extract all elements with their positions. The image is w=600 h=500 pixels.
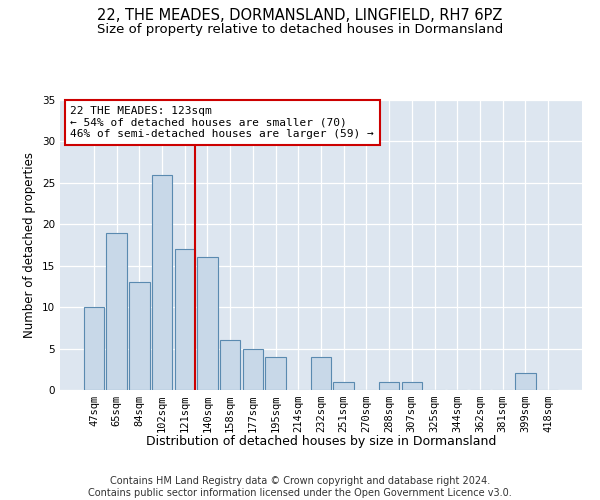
Bar: [515, 374, 536, 390]
Text: Size of property relative to detached houses in Dormansland: Size of property relative to detached ho…: [97, 22, 503, 36]
Bar: [84, 307, 104, 390]
Bar: [311, 357, 331, 390]
Bar: [265, 357, 286, 390]
Bar: [379, 382, 400, 390]
Text: Distribution of detached houses by size in Dormansland: Distribution of detached houses by size …: [146, 435, 496, 448]
Bar: [401, 382, 422, 390]
Bar: [334, 382, 354, 390]
Bar: [242, 348, 263, 390]
Bar: [106, 232, 127, 390]
Y-axis label: Number of detached properties: Number of detached properties: [23, 152, 37, 338]
Bar: [220, 340, 241, 390]
Bar: [197, 258, 218, 390]
Bar: [129, 282, 149, 390]
Text: Contains HM Land Registry data © Crown copyright and database right 2024.
Contai: Contains HM Land Registry data © Crown c…: [88, 476, 512, 498]
Bar: [152, 174, 172, 390]
Bar: [175, 249, 195, 390]
Text: 22 THE MEADES: 123sqm
← 54% of detached houses are smaller (70)
46% of semi-deta: 22 THE MEADES: 123sqm ← 54% of detached …: [70, 106, 374, 139]
Text: 22, THE MEADES, DORMANSLAND, LINGFIELD, RH7 6PZ: 22, THE MEADES, DORMANSLAND, LINGFIELD, …: [97, 8, 503, 22]
